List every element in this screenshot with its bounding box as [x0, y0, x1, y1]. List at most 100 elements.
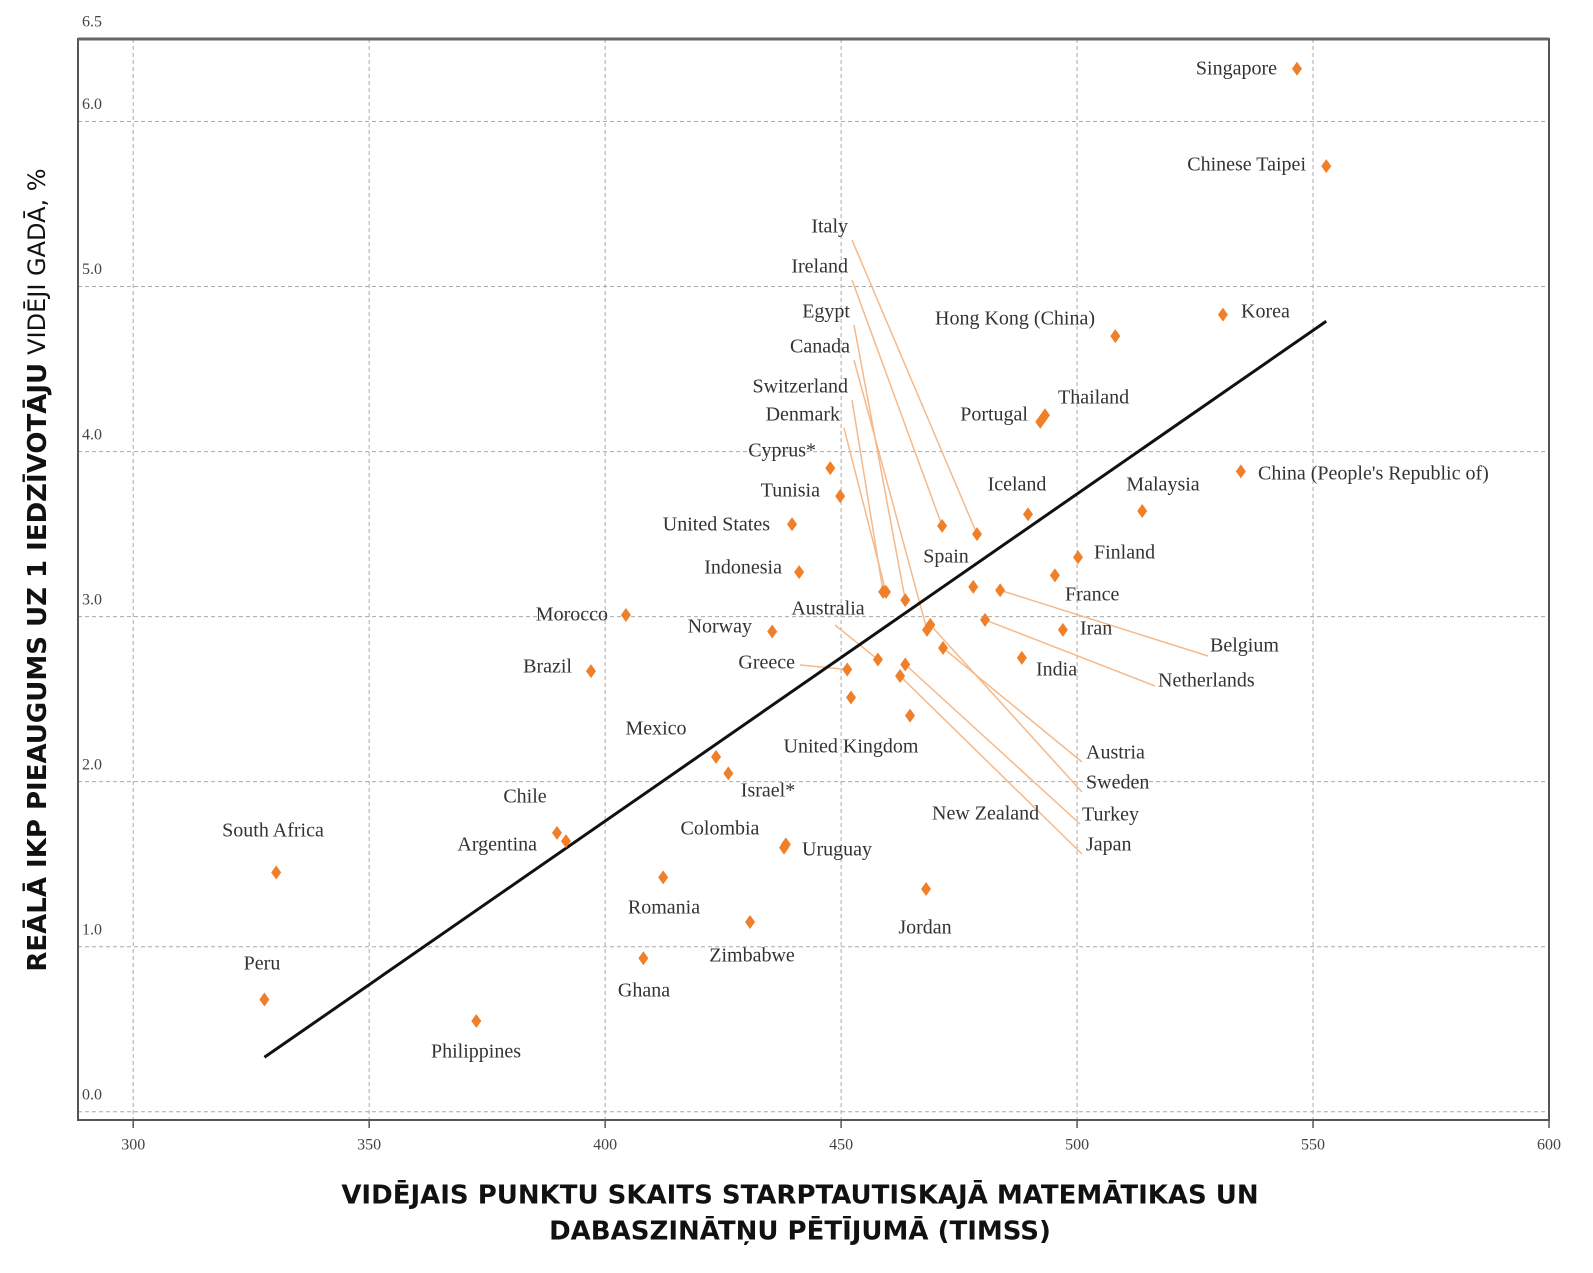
ticks: 300 350 400 450 500 550 600 0.0 1.0 2.0 3.0 4.0 5.0 6… — [82, 14, 1561, 1154]
x-tick-label: 300 — [121, 1137, 145, 1154]
point — [972, 527, 983, 542]
point — [900, 593, 911, 608]
point — [658, 870, 669, 885]
point-label: Japan — [1086, 834, 1132, 856]
point-label: Uruguay — [802, 839, 872, 861]
point — [560, 834, 571, 849]
point-label: Tunisia — [761, 480, 820, 502]
point-label: Ghana — [618, 980, 670, 1002]
point — [1110, 329, 1121, 344]
y-tick-label: 1.0 — [82, 921, 102, 938]
point-label: Turkey — [1082, 804, 1139, 826]
point — [846, 690, 857, 705]
point-label: France — [1065, 584, 1120, 606]
y-tick-label: 3.0 — [82, 591, 102, 608]
leader-line — [999, 589, 1209, 657]
point — [1035, 414, 1046, 429]
point — [780, 837, 791, 852]
y-axis-title: REĀLĀ IKP PIEAUGUMS UZ 1 IEDZĪVOTĀJU VIDĒ… — [21, 168, 53, 971]
point-label: Colombia — [681, 818, 760, 840]
y-axis-title-note: VIDĒJI GADĀ, % — [22, 168, 51, 354]
point-label: Netherlands — [1158, 670, 1255, 692]
point-label: Romania — [628, 897, 700, 919]
point-label: Argentina — [457, 834, 537, 856]
labels: Singapore Chinese Taipei Korea Hong Kong (C… — [222, 58, 1489, 1063]
point — [620, 607, 631, 622]
point — [552, 825, 563, 840]
point-label: Malaysia — [1126, 474, 1199, 496]
point — [711, 749, 722, 764]
point-label: Switzerland — [752, 376, 848, 398]
point — [259, 992, 270, 1007]
point — [271, 865, 282, 880]
y-tick-label: 5.0 — [82, 261, 102, 278]
y-tick-label: 0.0 — [82, 1086, 102, 1103]
point-label: Ireland — [791, 256, 848, 278]
leaders — [799, 239, 1209, 855]
point — [585, 664, 596, 679]
point-label: Chile — [503, 786, 546, 808]
trend-line — [263, 319, 1328, 1059]
point — [745, 914, 756, 929]
y-tick-label: 4.0 — [82, 426, 102, 443]
point — [872, 652, 883, 667]
point-label: Norway — [688, 616, 752, 638]
point-label: Italy — [811, 216, 848, 238]
point — [968, 579, 979, 594]
point — [937, 518, 948, 533]
point — [794, 565, 805, 580]
point-label: Denmark — [766, 404, 840, 426]
x-axis-title: DABASZINĀTŅU PĒTĪJUMĀ (TIMSS) — [549, 1215, 1051, 1247]
point-label: Philippines — [431, 1041, 521, 1063]
point-label: Mexico — [625, 718, 686, 740]
point-label: Austria — [1086, 742, 1145, 764]
y-tick-label: 6.5 — [82, 14, 102, 31]
x-tick-label: 600 — [1537, 1137, 1561, 1154]
x-tick-label: 450 — [829, 1137, 853, 1154]
x-axis-title: VIDĒJAIS PUNKTU SKAITS STARPTAUTISKAJĀ M… — [341, 1179, 1258, 1211]
leader-line — [799, 664, 848, 671]
point-label: Iran — [1080, 618, 1112, 640]
point — [787, 517, 798, 532]
point — [980, 612, 991, 627]
point-label: Australia — [791, 598, 864, 620]
point-label: Portugal — [960, 404, 1028, 426]
leader-line — [851, 279, 943, 527]
point-label: United Kingdom — [784, 736, 919, 758]
leader-line — [899, 675, 1083, 855]
point — [825, 461, 836, 476]
point-label: Finland — [1094, 542, 1155, 564]
point — [995, 583, 1006, 598]
point-label: Brazil — [523, 656, 572, 678]
point-label: Iceland — [988, 474, 1047, 496]
point-label: Morocco — [536, 604, 608, 626]
leader-line — [843, 427, 887, 593]
point — [905, 708, 916, 723]
point — [921, 881, 932, 896]
point-label: New Zealand — [932, 803, 1039, 825]
point — [723, 766, 734, 781]
point-label: Israel* — [741, 780, 795, 802]
point-label: Belgium — [1210, 635, 1279, 657]
point-label: India — [1036, 659, 1077, 681]
point — [638, 951, 649, 966]
point-label: Greece — [738, 652, 795, 674]
leader-line — [942, 647, 1083, 763]
point-label: Korea — [1241, 301, 1290, 323]
x-tick-label: 550 — [1301, 1137, 1325, 1154]
point — [1016, 650, 1027, 665]
point-label: Cyprus* — [748, 440, 816, 462]
point-label: Egypt — [802, 301, 850, 323]
point-label: Hong Kong (China) — [935, 308, 1095, 330]
x-tick-label: 500 — [1065, 1137, 1089, 1154]
x-tick-label: 400 — [593, 1137, 617, 1154]
point-label: Peru — [244, 953, 281, 975]
point — [1137, 504, 1148, 519]
leader-line — [834, 624, 879, 661]
leader-line — [984, 619, 1156, 687]
leader-line — [929, 624, 1083, 793]
point-label: Indonesia — [704, 557, 782, 579]
leader-line — [851, 239, 978, 535]
y-tick-label: 2.0 — [82, 756, 102, 773]
